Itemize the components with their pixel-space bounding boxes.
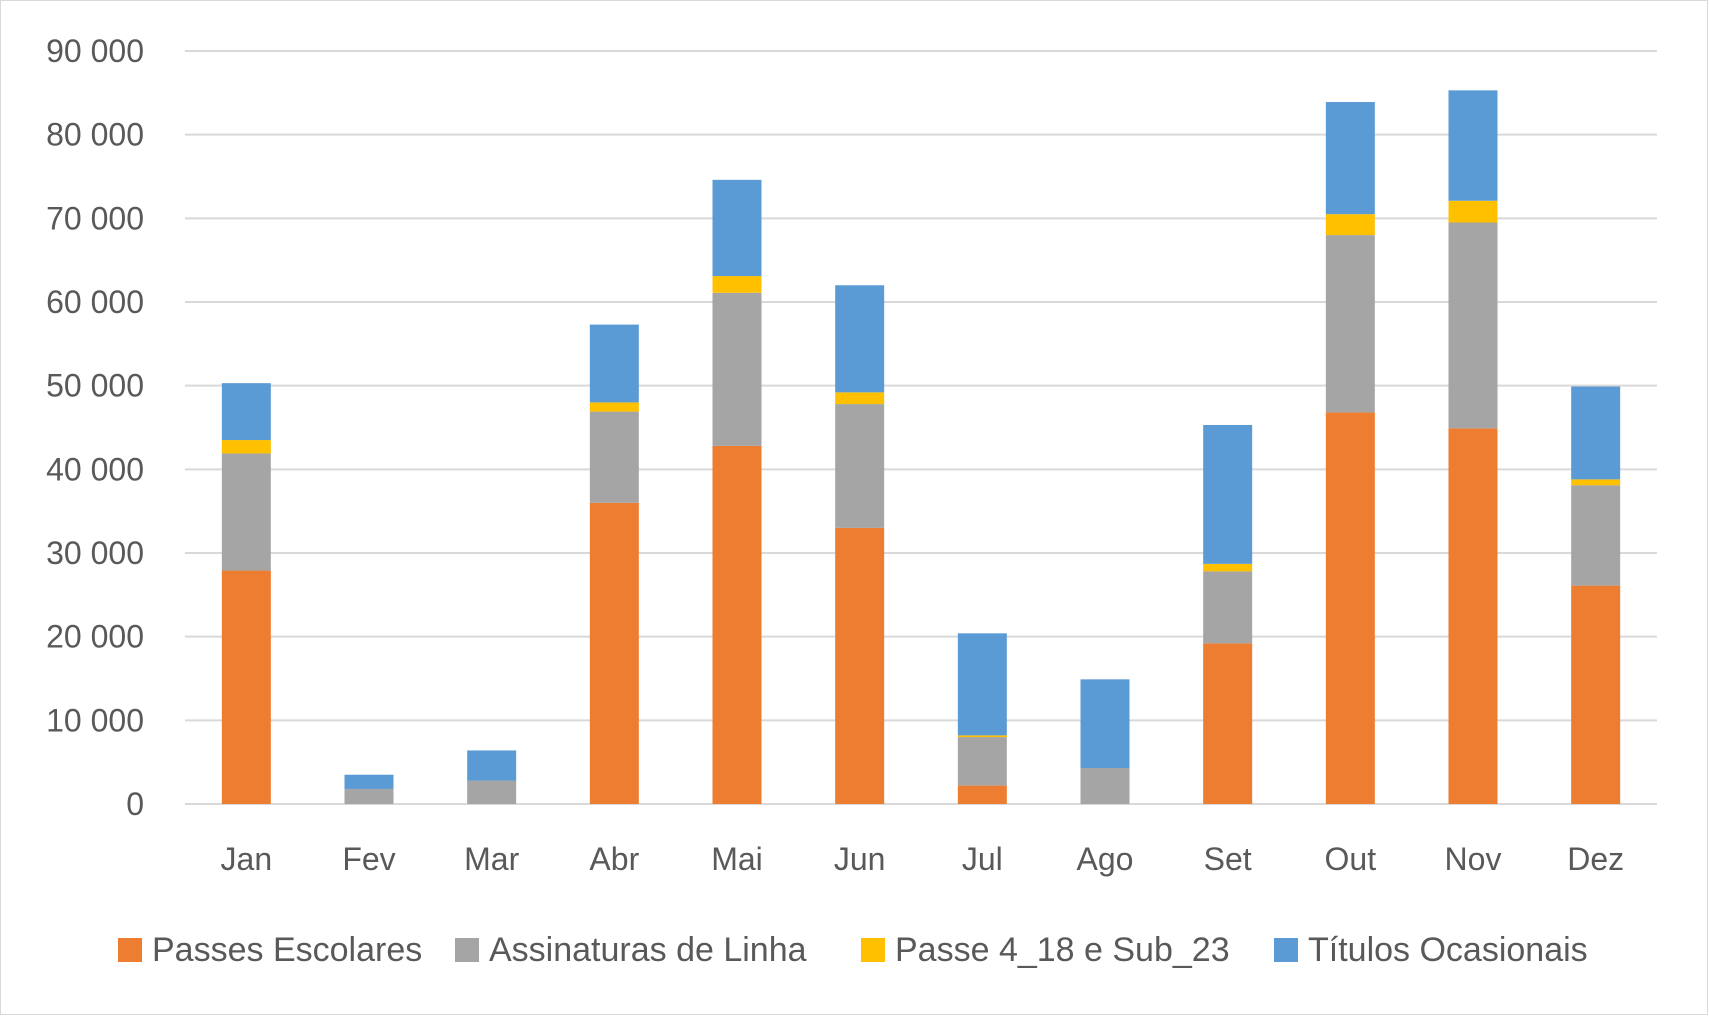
y-tick-label: 0	[126, 786, 144, 822]
x-tick-label: Jan	[221, 841, 273, 877]
bar-segment	[1080, 768, 1130, 804]
bar-segment	[1448, 428, 1498, 804]
bar-segment	[1448, 200, 1498, 223]
bar-segment	[957, 633, 1007, 736]
bar-segment	[589, 411, 639, 503]
legend-label: Passes Escolares	[152, 931, 422, 969]
legend-swatch	[455, 938, 479, 962]
bar-segment	[1571, 386, 1621, 480]
bar-segment	[835, 527, 885, 804]
x-tick-label: Mai	[711, 841, 763, 877]
bar-segment	[957, 785, 1007, 804]
x-tick-label: Set	[1204, 841, 1252, 877]
bar-segment	[1325, 102, 1375, 215]
bar-segment	[1571, 485, 1621, 586]
bar-segment	[835, 285, 885, 393]
bar-segment	[957, 735, 1007, 738]
bar-segment	[1080, 679, 1130, 769]
bar-segment	[712, 445, 762, 804]
gridlines	[185, 50, 1657, 805]
bar-segment	[589, 324, 639, 403]
bar-segment	[467, 780, 517, 804]
x-tick-label: Jun	[834, 841, 886, 877]
y-tick-label: 30 000	[46, 535, 144, 571]
y-tick-label: 10 000	[46, 702, 144, 738]
legend-swatch	[861, 938, 885, 962]
y-tick-label: 40 000	[46, 451, 144, 487]
bar-segment	[344, 774, 394, 789]
bar-segment	[1448, 90, 1498, 201]
legend-label: Títulos Ocasionais	[1308, 931, 1588, 969]
x-tick-label: Abr	[589, 841, 639, 877]
legend-swatch	[118, 938, 142, 962]
bar-segment	[1203, 424, 1253, 564]
bar-segment	[221, 440, 271, 454]
y-tick-label: 60 000	[46, 284, 144, 320]
bar-segment	[712, 292, 762, 446]
bar-segment	[221, 570, 271, 804]
bar-segment	[1448, 222, 1498, 429]
bar-segment	[957, 737, 1007, 786]
bar-segment	[221, 453, 271, 571]
bar-segment	[835, 392, 885, 405]
bar-segment	[1203, 643, 1253, 804]
x-tick-label: Ago	[1077, 841, 1134, 877]
x-tick-label: Dez	[1567, 841, 1624, 877]
bar-segment	[1203, 571, 1253, 644]
bar-segment	[1571, 479, 1621, 486]
bar-segment	[1325, 214, 1375, 236]
legend-label: Assinaturas de Linha	[489, 931, 807, 969]
x-axis-ticks: Jan Fev Mar Abr Mai Jun Jul Ago Set Out Nov Dez	[221, 841, 1625, 877]
bar-segment	[712, 179, 762, 277]
y-axis-ticks: 0 10 000 20 000 30 000 40 000 50 000 60 000 70 …	[46, 33, 144, 822]
y-tick-label: 20 000	[46, 619, 144, 655]
bar-segment	[835, 404, 885, 528]
x-tick-label: Fev	[342, 841, 395, 877]
bar-segment	[221, 383, 271, 441]
x-tick-label: Nov	[1445, 841, 1502, 877]
bar-segment	[1325, 412, 1375, 804]
bar-segment	[712, 276, 762, 293]
bars	[221, 90, 1621, 804]
x-tick-label: Jul	[962, 841, 1003, 877]
bar-segment	[589, 402, 639, 412]
legend: Passes Escolares Assinaturas de Linha Pass…	[118, 931, 1588, 969]
y-tick-label: 80 000	[46, 117, 144, 153]
x-tick-label: Out	[1325, 841, 1377, 877]
y-tick-label: 50 000	[46, 368, 144, 404]
bar-segment	[1325, 235, 1375, 413]
legend-swatch	[1274, 938, 1298, 962]
bar-segment	[344, 788, 394, 804]
bar-segment	[589, 502, 639, 804]
bar-segment	[1571, 585, 1621, 804]
legend-label: Passe 4_18 e Sub_23	[895, 931, 1230, 969]
bar-segment	[467, 750, 517, 781]
y-tick-label: 90 000	[46, 33, 144, 69]
y-tick-label: 70 000	[46, 200, 144, 236]
bar-segment	[1203, 563, 1253, 572]
x-tick-label: Mar	[464, 841, 519, 877]
